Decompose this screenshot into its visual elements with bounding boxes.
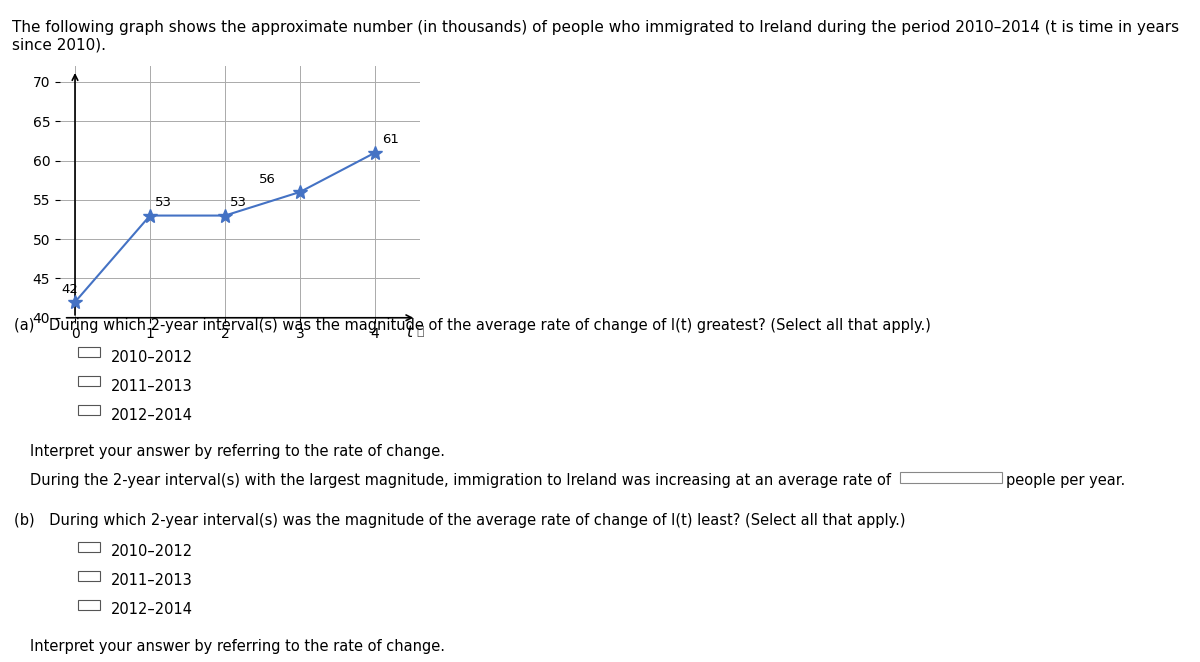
Text: 61: 61 (383, 133, 400, 146)
Text: 2011–2013: 2011–2013 (110, 573, 192, 589)
FancyBboxPatch shape (78, 347, 100, 357)
Text: 53: 53 (230, 196, 247, 209)
Text: 2012–2014: 2012–2014 (110, 408, 192, 422)
Text: Interpret your answer by referring to the rate of change.: Interpret your answer by referring to th… (30, 639, 445, 654)
Text: 2012–2014: 2012–2014 (110, 602, 192, 618)
Text: 56: 56 (259, 173, 276, 185)
FancyBboxPatch shape (78, 405, 100, 415)
Text: (b) During which 2-year interval(s) was the magnitude of the average rate of cha: (b) During which 2-year interval(s) was … (14, 513, 906, 528)
Text: The following graph shows the approximate number (in thousands) of people who im: The following graph shows the approximat… (12, 20, 1180, 52)
Text: (a) During which 2-year interval(s) was the magnitude of the average rate of cha: (a) During which 2-year interval(s) was … (14, 318, 931, 333)
Text: ⓘ: ⓘ (416, 325, 424, 338)
Text: 2010–2012: 2010–2012 (110, 350, 192, 365)
Text: 2011–2013: 2011–2013 (110, 379, 192, 394)
FancyBboxPatch shape (900, 471, 1002, 483)
Text: 42: 42 (61, 283, 78, 296)
FancyBboxPatch shape (78, 571, 100, 581)
FancyBboxPatch shape (78, 600, 100, 610)
Text: t: t (407, 325, 413, 340)
Text: 2010–2012: 2010–2012 (110, 544, 192, 559)
Text: people per year.: people per year. (1006, 473, 1126, 489)
FancyBboxPatch shape (78, 542, 100, 552)
Text: During the 2-year interval(s) with the largest magnitude, immigration to Ireland: During the 2-year interval(s) with the l… (30, 473, 890, 489)
Text: Interpret your answer by referring to the rate of change.: Interpret your answer by referring to th… (30, 444, 445, 459)
Text: 53: 53 (155, 196, 173, 209)
FancyBboxPatch shape (78, 376, 100, 387)
